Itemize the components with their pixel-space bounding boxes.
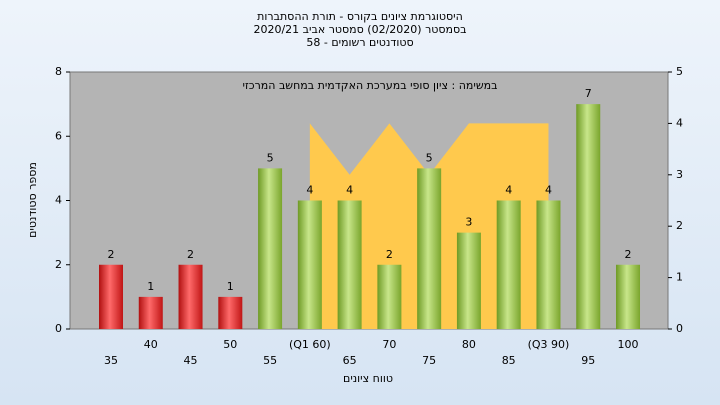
- x-tick-label: 50: [223, 338, 237, 351]
- chart-subtitle: בסמסטר (02/2020) סמסטר אביב 2020/21: [253, 23, 466, 36]
- y-tick-label: 6: [55, 129, 62, 142]
- bar: [218, 296, 243, 329]
- bar: [616, 264, 641, 329]
- data-label: 2: [187, 248, 194, 261]
- data-label: 5: [426, 151, 433, 164]
- x-tick-label: (Q3 90): [528, 338, 570, 351]
- data-label: 4: [346, 184, 353, 197]
- data-label: 2: [386, 248, 393, 261]
- x-tick-label: 55: [263, 354, 277, 367]
- chart-subtitle: סטודנטים רשומים - 58: [306, 36, 413, 49]
- y-tick-label: 8: [55, 65, 62, 78]
- data-label: 3: [465, 216, 472, 229]
- bar: [178, 264, 203, 329]
- x-tick-label: 45: [184, 354, 198, 367]
- bar: [377, 264, 402, 329]
- x-tick-label: 70: [382, 338, 396, 351]
- data-label: 4: [545, 184, 552, 197]
- x-tick-label: 95: [581, 354, 595, 367]
- data-label: 5: [267, 151, 274, 164]
- y2-tick-label: 0: [676, 322, 683, 335]
- bar: [99, 264, 123, 329]
- y2-tick-label: 2: [676, 219, 683, 232]
- y2-tick-label: 4: [676, 116, 683, 129]
- bar: [496, 200, 521, 329]
- data-label: 4: [306, 184, 313, 197]
- data-label: 7: [585, 87, 592, 100]
- y-tick-label: 2: [55, 258, 62, 271]
- x-tick-label: 85: [502, 354, 516, 367]
- x-tick-label: 75: [422, 354, 436, 367]
- x-tick-label: 35: [104, 354, 118, 367]
- x-tick-label: (Q1 60): [289, 338, 331, 351]
- bar: [536, 200, 561, 329]
- x-tick-label: 40: [144, 338, 158, 351]
- x-tick-label: 80: [462, 338, 476, 351]
- x-tick-label: 100: [618, 338, 639, 351]
- chart-title: היסטוגרמת ציונים בקורס - תורת ההסתברות: [257, 10, 463, 23]
- bar: [417, 168, 442, 329]
- y2-tick-label: 3: [676, 168, 683, 181]
- annotation: במשימה : ציון סופי במערכת האקדמית במחשב …: [243, 79, 498, 92]
- y-axis-label: מספר סטודנטים: [26, 162, 39, 238]
- y2-tick-label: 5: [676, 65, 683, 78]
- bar: [297, 200, 322, 329]
- data-label: 1: [147, 280, 154, 293]
- data-label: 2: [625, 248, 632, 261]
- bar: [337, 200, 362, 329]
- x-tick-label: 65: [343, 354, 357, 367]
- y2-tick-label: 1: [676, 271, 683, 284]
- y-tick-label: 0: [55, 322, 62, 335]
- bar: [456, 232, 481, 329]
- y-tick-label: 4: [55, 194, 62, 207]
- x-axis-label: טווח ציונים: [343, 372, 393, 385]
- data-label: 4: [505, 184, 512, 197]
- bar: [576, 104, 601, 329]
- data-label: 1: [227, 280, 234, 293]
- bar: [258, 168, 283, 329]
- data-label: 2: [108, 248, 115, 261]
- bar: [138, 296, 163, 329]
